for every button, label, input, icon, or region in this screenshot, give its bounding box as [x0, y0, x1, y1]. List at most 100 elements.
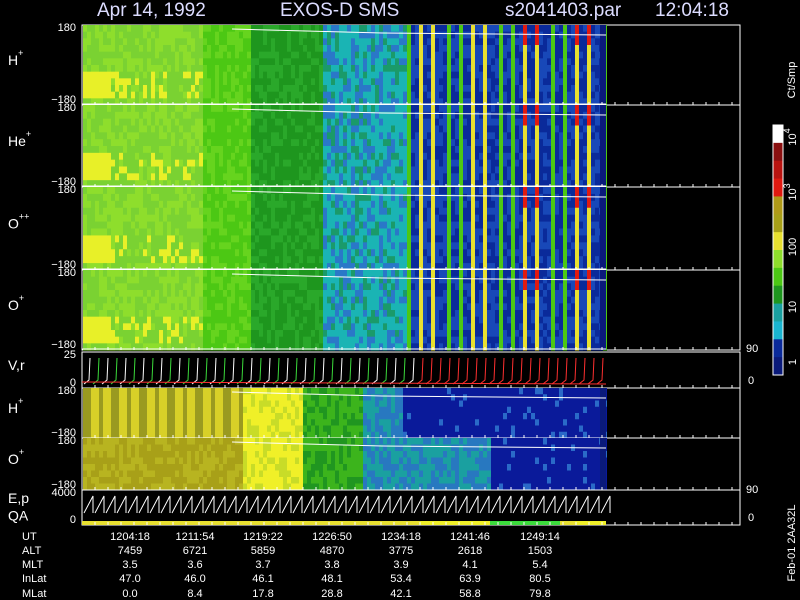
spectrogram-cell: [343, 152, 347, 161]
spectrogram-cell: [451, 71, 455, 79]
spectrogram-cell: [439, 132, 443, 140]
spectrogram-cell: [191, 91, 195, 99]
spectrogram-cell: [567, 98, 571, 106]
spectrogram-cell: [563, 111, 567, 120]
spectrogram-cell: [111, 173, 115, 181]
spectrogram-cell: [311, 256, 315, 264]
spectrogram-cell: [167, 235, 171, 243]
spectrogram-cell: [395, 98, 399, 106]
spectrogram-cell: [139, 235, 143, 243]
spectrogram-cell: [307, 25, 311, 33]
spectrogram-cell: [91, 98, 95, 106]
spectrogram-cell: [535, 200, 539, 209]
spectrogram-cell: [295, 263, 299, 271]
spectrogram-cell: [127, 187, 131, 195]
spectrogram-cell: [191, 159, 195, 167]
spectrogram-cell: [275, 187, 279, 195]
spectrogram-cell: [563, 38, 567, 46]
spectrogram-cell: [411, 207, 415, 216]
spectrogram-cell: [495, 125, 499, 133]
spectrogram-cell: [135, 166, 139, 174]
spectrogram-cell: [135, 228, 139, 236]
spectrogram-cell: [127, 31, 131, 39]
spectrogram-cell: [183, 207, 187, 216]
spectrogram-cell: [587, 139, 591, 147]
spectrogram-cell: [507, 71, 511, 79]
spectrogram-cell: [203, 105, 207, 113]
spectrogram-cell: [191, 118, 195, 126]
spectrogram-cell: [367, 105, 371, 113]
spectrogram-cell: [355, 242, 359, 250]
spectrogram-cell: [551, 111, 555, 120]
spectrogram-cell: [515, 249, 519, 257]
spectrogram-cell: [95, 228, 99, 236]
spectrogram-cell: [207, 91, 211, 99]
spectrogram-cell: [535, 51, 539, 59]
spectrogram-cell: [547, 166, 551, 174]
spectrogram-cell: [587, 25, 591, 33]
spectrogram-cell: [595, 159, 599, 167]
data-end: [600, 105, 606, 187]
spectrogram-cell: [123, 214, 127, 223]
spectrogram-cell: [331, 45, 335, 53]
spectrogram-cell: [343, 78, 347, 86]
spectrogram-cell: [403, 139, 407, 147]
spectrogram-cell: [495, 71, 499, 79]
spectrogram-cell: [211, 180, 215, 188]
spectrogram-cell: [147, 256, 151, 264]
spectrogram-cell: [283, 200, 287, 209]
spectrogram-cell: [483, 180, 487, 188]
spectrogram-cell: [507, 146, 511, 154]
spectrogram-cell: [219, 228, 223, 236]
spectrogram-cell: [263, 38, 267, 46]
spectrogram-cell: [539, 152, 543, 161]
spectrogram-cell: [87, 180, 91, 188]
spectrogram-cell: [435, 263, 439, 271]
spectrogram-cell: [451, 45, 455, 53]
spectrogram-cell: [159, 38, 163, 46]
spectrogram-cell: [531, 105, 535, 113]
spectrogram-cell: [419, 51, 423, 59]
spectrogram-cell: [123, 221, 127, 229]
spectrogram-cell: [459, 71, 463, 79]
spectrogram-cell: [183, 256, 187, 264]
spectrogram-cell: [143, 105, 147, 113]
spectrogram-cell: [267, 146, 271, 154]
spectrogram-cell: [239, 38, 243, 46]
spectrogram-cell: [231, 85, 235, 93]
spectrogram-cell: [403, 214, 407, 223]
spectrogram-cell: [431, 31, 435, 39]
spectrogram-cell: [375, 51, 379, 59]
spectrogram-cell: [95, 256, 99, 264]
spectrogram-cell: [523, 256, 527, 264]
spectrogram-cell: [251, 25, 255, 33]
spectrogram-cell: [211, 132, 215, 140]
spectrogram-cell: [419, 180, 423, 188]
spectrogram-cell: [151, 173, 155, 181]
spectrogram-cell: [151, 193, 155, 202]
spectrogram-cell: [467, 58, 471, 66]
spectrogram-cell: [467, 256, 471, 264]
spectrogram-cell: [555, 45, 559, 53]
spectrogram-cell: [439, 228, 443, 236]
spectrogram-cell: [239, 180, 243, 188]
spectrogram-cell: [207, 166, 211, 174]
spectrogram-cell: [563, 221, 567, 229]
spectrogram-cell: [115, 242, 119, 250]
spectrogram-cell: [103, 228, 107, 236]
spectrogram-cell: [263, 31, 267, 39]
spectrogram-cell: [407, 173, 411, 181]
spectrogram-cell: [487, 25, 491, 33]
spectrogram-cell: [527, 159, 531, 167]
spectrogram-cell: [175, 45, 179, 53]
spectrogram-cell: [275, 180, 279, 188]
spectrogram-cell: [219, 71, 223, 79]
spectrogram-cell: [515, 263, 519, 271]
spectrogram-cell: [271, 125, 275, 133]
spectrogram-cell: [419, 235, 423, 243]
spectrogram-cell: [207, 180, 211, 188]
spectrogram-cell: [483, 256, 487, 264]
spectrogram-cell: [319, 214, 323, 223]
spectrogram-cell: [367, 159, 371, 167]
spectrogram-cell: [159, 221, 163, 229]
